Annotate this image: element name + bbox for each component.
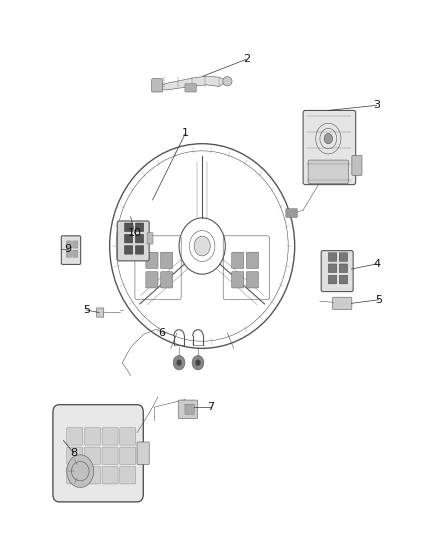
- FancyBboxPatch shape: [53, 405, 143, 502]
- FancyBboxPatch shape: [85, 447, 100, 465]
- FancyBboxPatch shape: [102, 447, 118, 465]
- FancyBboxPatch shape: [67, 250, 71, 257]
- FancyBboxPatch shape: [102, 427, 118, 445]
- FancyBboxPatch shape: [61, 236, 81, 264]
- FancyBboxPatch shape: [339, 253, 348, 261]
- FancyBboxPatch shape: [147, 233, 153, 244]
- FancyBboxPatch shape: [328, 264, 337, 273]
- Text: 7: 7: [207, 402, 214, 412]
- FancyBboxPatch shape: [117, 221, 149, 261]
- FancyBboxPatch shape: [124, 246, 133, 254]
- FancyBboxPatch shape: [102, 466, 118, 484]
- Circle shape: [173, 356, 185, 370]
- Text: 4: 4: [373, 259, 380, 269]
- Circle shape: [192, 356, 204, 370]
- FancyBboxPatch shape: [303, 110, 356, 184]
- FancyBboxPatch shape: [124, 223, 133, 232]
- FancyBboxPatch shape: [85, 466, 100, 484]
- FancyBboxPatch shape: [67, 447, 83, 465]
- FancyBboxPatch shape: [246, 272, 258, 288]
- Text: 1: 1: [182, 128, 189, 139]
- FancyBboxPatch shape: [73, 250, 78, 257]
- Text: 10: 10: [128, 228, 142, 238]
- FancyBboxPatch shape: [185, 404, 194, 414]
- Circle shape: [177, 360, 182, 366]
- FancyBboxPatch shape: [135, 223, 144, 232]
- FancyBboxPatch shape: [137, 442, 149, 465]
- FancyBboxPatch shape: [152, 79, 162, 92]
- FancyBboxPatch shape: [328, 253, 337, 261]
- FancyBboxPatch shape: [67, 466, 83, 484]
- Text: 5: 5: [375, 295, 382, 305]
- Circle shape: [195, 360, 201, 366]
- FancyBboxPatch shape: [146, 252, 158, 269]
- FancyBboxPatch shape: [146, 272, 158, 288]
- FancyBboxPatch shape: [73, 241, 78, 248]
- FancyBboxPatch shape: [124, 235, 133, 243]
- FancyBboxPatch shape: [321, 251, 353, 292]
- FancyBboxPatch shape: [135, 235, 144, 243]
- FancyBboxPatch shape: [185, 84, 196, 92]
- FancyBboxPatch shape: [85, 427, 100, 445]
- Text: 8: 8: [71, 448, 78, 458]
- Text: 6: 6: [159, 328, 166, 338]
- FancyBboxPatch shape: [67, 241, 71, 248]
- FancyBboxPatch shape: [97, 308, 104, 317]
- FancyBboxPatch shape: [286, 209, 297, 217]
- FancyBboxPatch shape: [246, 252, 258, 269]
- FancyBboxPatch shape: [120, 427, 136, 445]
- Text: 5: 5: [83, 305, 90, 315]
- FancyBboxPatch shape: [232, 252, 244, 269]
- FancyBboxPatch shape: [332, 297, 352, 310]
- FancyBboxPatch shape: [339, 264, 348, 273]
- Ellipse shape: [324, 133, 332, 144]
- Text: 9: 9: [64, 244, 71, 254]
- Text: 2: 2: [243, 54, 250, 64]
- FancyBboxPatch shape: [232, 272, 244, 288]
- FancyBboxPatch shape: [135, 246, 144, 254]
- FancyBboxPatch shape: [339, 275, 348, 284]
- FancyBboxPatch shape: [120, 466, 136, 484]
- FancyBboxPatch shape: [67, 427, 83, 445]
- FancyBboxPatch shape: [328, 275, 337, 284]
- FancyBboxPatch shape: [161, 252, 173, 269]
- FancyBboxPatch shape: [161, 272, 173, 288]
- Polygon shape: [158, 76, 227, 90]
- Circle shape: [194, 236, 210, 256]
- FancyBboxPatch shape: [120, 447, 136, 465]
- Ellipse shape: [223, 77, 232, 86]
- FancyBboxPatch shape: [308, 160, 349, 183]
- FancyBboxPatch shape: [352, 156, 362, 175]
- FancyBboxPatch shape: [178, 400, 198, 418]
- Circle shape: [67, 455, 94, 488]
- Text: 3: 3: [373, 100, 380, 110]
